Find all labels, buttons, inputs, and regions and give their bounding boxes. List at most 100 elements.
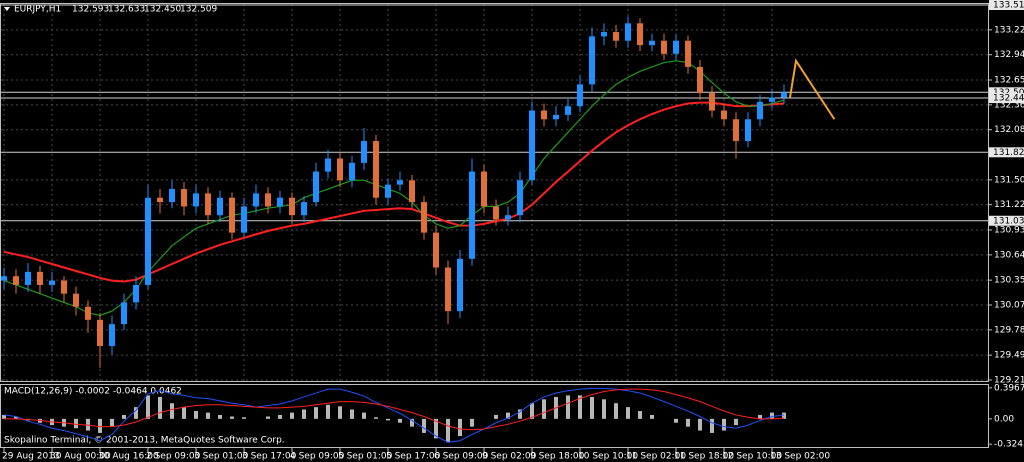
quote-value: 132.509 [180,5,217,15]
histogram-bar [422,418,426,433]
forecast-line [789,58,836,120]
candle-body [97,319,103,346]
candle-body [265,193,271,207]
x-tick-label: 3 Sep 17:00 [242,452,297,462]
candle-body [733,119,739,142]
candle-body [61,280,67,294]
candle-body [529,110,535,181]
x-tick-label: 12 Sep 10:00 [722,452,782,462]
y-tick-label: 129.210 [994,376,1024,386]
x-tick-label: 13 Sep 02:00 [770,452,830,462]
candle-body [757,101,763,120]
y-tick-label: 131.505 [994,175,1024,185]
histogram-bar [182,407,186,419]
candle-body [565,106,571,115]
candle-body [457,258,463,312]
histogram-bar [170,403,174,419]
moving-average [3,101,785,283]
histogram-bar [290,412,294,419]
candle-body [709,93,715,111]
candle-body [781,92,787,98]
y-tick-label: 132.365 [994,100,1024,110]
y-tick-label: 130.070 [994,301,1024,311]
x-tick-label: 9 Sep 18:00 [530,452,585,462]
candle-body [445,267,451,312]
histogram-bar [74,418,78,429]
candle-body [229,197,235,233]
candle-body [577,84,583,107]
histogram-bar [146,395,150,419]
histogram-bar [602,399,606,419]
histogram-bar [14,416,18,419]
y-tick-label: 129.785 [994,325,1024,335]
histogram-bar [782,412,786,419]
candle-body [673,40,679,54]
x-tick-label: 10 Sep 10:00 [578,452,638,462]
histogram-bar [770,412,774,419]
histogram-bar [158,396,162,419]
candle-body [1,276,7,281]
candle-body [397,180,403,185]
price-label-box [989,87,1024,98]
x-tick-label: 11 Sep 18:00 [674,452,734,462]
price-label-box [989,215,1024,226]
histogram-bar [278,414,282,419]
candle-body [649,40,655,46]
histogram-bar [266,416,270,419]
candle-body [481,171,487,207]
y-tick-label: 0.3967 [994,383,1024,393]
histogram-bar [506,412,510,419]
candle-body [433,232,439,268]
histogram-bar [566,395,570,419]
y-tick-label: -0.3243 [994,440,1024,450]
price-label-box [989,147,1024,158]
candle-body [289,197,295,216]
histogram-bar [590,396,594,419]
candle-body [721,110,727,120]
candle-body [241,206,247,233]
histogram-bar [218,414,222,419]
histogram-bar [242,417,246,419]
histogram-bar [698,418,702,431]
histogram-bar [578,395,582,419]
candle-body [73,293,79,307]
histogram-bar [134,407,138,419]
candle-body [205,193,211,216]
macd-title: MACD(12,26,9) -0.0002 -0.0464 0.0462 [4,387,182,397]
candle-body [25,271,31,285]
candle-body [589,36,595,85]
histogram-bar [674,418,678,423]
histogram-bar [758,414,762,419]
menu-triangle [4,7,10,11]
candle-body [169,189,175,203]
candle-body [745,119,751,142]
symbol-title: EURJPY,H1 [14,5,61,15]
price-label: 132.443 [993,94,1024,104]
histogram-bar [494,414,498,419]
histogram-bar [446,418,450,443]
histogram-bar [122,414,126,419]
macd-line [3,387,785,443]
main-frame [0,3,989,382]
histogram-bar [410,418,414,427]
candle-body [253,193,259,207]
x-tick-label: 6 Sep 09:00 [434,452,489,462]
candle-body [13,276,19,285]
price-label-box [989,93,1024,104]
x-tick-label: 9 Sep 02:00 [482,452,537,462]
candle-body [493,206,499,220]
candle-body [277,197,283,207]
price-label: 131.036 [993,216,1024,226]
candle-body [121,302,127,325]
candle-body [145,197,151,285]
histogram-bar [110,418,114,427]
candle-body [301,202,307,216]
histogram-bar [98,418,102,433]
candle-body [409,180,415,203]
candle-body [325,158,331,172]
histogram-bar [326,404,330,419]
candle-body [553,114,559,120]
candle-body [385,184,391,198]
candle-body [697,66,703,94]
y-tick-label: 130.355 [994,276,1024,286]
